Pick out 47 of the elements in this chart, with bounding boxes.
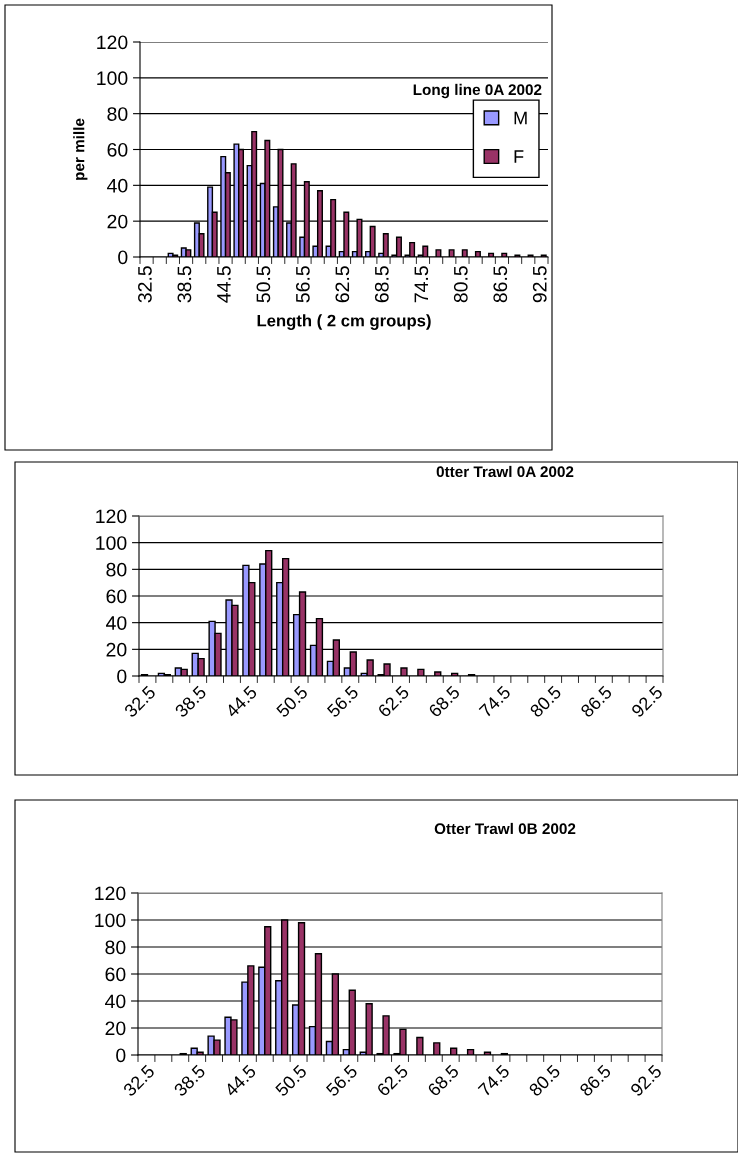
y-axis-title: per mille [73, 118, 88, 180]
x-tick-label: 44.5 [223, 1064, 257, 1098]
x-axis-title: Length ( 2 cm groups) [257, 314, 431, 330]
x-tick-label: 80.5 [453, 266, 468, 303]
y-tick-label: 80 [107, 107, 128, 121]
x-tick-label: 44.5 [224, 685, 258, 719]
y-tick-label: 100 [96, 536, 127, 550]
x-tick-label: 38.5 [177, 266, 192, 303]
y-tick-label: 20 [105, 1021, 126, 1036]
x-tick-label: 62.5 [376, 1064, 409, 1097]
y-tick-label: 60 [105, 967, 126, 982]
legend-label: F [514, 150, 524, 163]
x-tick-label: 68.5 [427, 685, 461, 718]
x-tick-label: 92.5 [532, 266, 547, 303]
y-tick-label: 40 [106, 616, 127, 630]
x-tick-label: 62.5 [335, 266, 350, 303]
y-tick-label: 60 [106, 589, 127, 604]
y-tick-label: 40 [105, 994, 126, 1009]
y-tick-label: 0 [116, 1048, 126, 1063]
y-tick-label: 40 [107, 178, 128, 193]
x-tick-label: 44.5 [217, 266, 231, 303]
chart-title: 0tter Trawl 0A 2002 [436, 465, 574, 478]
y-tick-label: 100 [95, 913, 126, 928]
y-tick-label: 0 [118, 250, 128, 265]
y-tick-label: 100 [97, 71, 128, 86]
x-tick-label: 50.5 [256, 266, 271, 303]
y-tick-label: 120 [96, 509, 127, 524]
x-tick-label: 74.5 [477, 1064, 511, 1097]
y-tick-label: 0 [117, 669, 127, 684]
x-tick-label: 68.5 [426, 1064, 460, 1097]
x-tick-label: 56.5 [295, 266, 310, 303]
x-tick-label: 86.5 [493, 266, 508, 303]
y-tick-label: 20 [107, 214, 128, 229]
x-tick-label: 68.5 [374, 266, 389, 303]
y-tick-label: 120 [95, 886, 126, 901]
x-tick-label: 74.5 [478, 685, 512, 718]
chart-title: Otter Trawl 0B 2002 [434, 822, 576, 835]
y-tick-label: 20 [106, 642, 127, 657]
y-tick-label: 80 [105, 940, 126, 955]
x-tick-label: 74.5 [414, 266, 429, 303]
legend-label: M [514, 111, 527, 125]
x-tick-label: 62.5 [377, 685, 410, 718]
y-tick-label: 120 [97, 35, 128, 50]
y-tick-label: 60 [107, 142, 128, 157]
y-tick-label: 80 [106, 562, 127, 577]
text: Long line 0A 2002 [413, 83, 542, 99]
x-tick-label: 32.5 [138, 266, 152, 303]
